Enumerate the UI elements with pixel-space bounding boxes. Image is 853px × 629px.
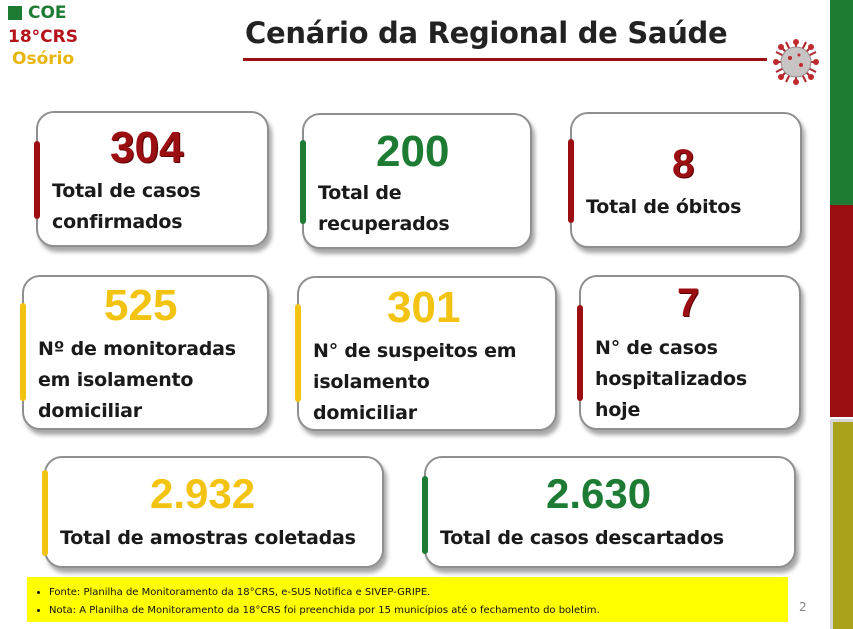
- coronavirus-icon: [773, 39, 819, 85]
- card-accent-bar: [42, 470, 48, 556]
- page-number: 2: [799, 600, 807, 614]
- suspected-value: 301: [387, 283, 461, 332]
- card-discarded-cases: 2.630 Total de casos descartados: [422, 456, 796, 568]
- logo-square-icon: [8, 6, 22, 20]
- confirmed-cases-value: 304: [110, 123, 184, 172]
- footnote-note: Nota: A Planilha de Monitoramento da 18°…: [49, 602, 788, 620]
- page-title: Cenário da Regional de Saúde: [245, 16, 728, 50]
- side-stripe-green: [830, 0, 853, 205]
- card-accent-bar: [300, 140, 306, 224]
- monitored-value: 525: [104, 281, 178, 330]
- logo-line1: COE: [28, 3, 67, 23]
- card-accent-bar: [34, 141, 40, 219]
- side-stripe-red: [830, 205, 853, 417]
- logo-line2: 18°CRS: [8, 27, 78, 47]
- suspected-label: N° de suspeitos em isolamento domiciliar: [313, 340, 517, 424]
- samples-value: 2.932: [150, 470, 256, 517]
- card-accent-bar: [20, 303, 26, 401]
- card-monitored-isolation: 525 Nº de monitoradas em isolamento domici…: [20, 275, 269, 430]
- recovered-value: 200: [376, 127, 450, 176]
- discarded-label: Total de casos descartados: [440, 527, 724, 549]
- footnotes-box: Fonte: Planilha de Monitoramento da 18°C…: [27, 577, 788, 622]
- card-confirmed-cases: 304 Total de casos confirmados: [34, 111, 269, 247]
- card-accent-bar: [422, 476, 428, 554]
- recovered-label: Total de recuperados: [318, 182, 450, 235]
- logo-line3: Osório: [12, 49, 75, 69]
- samples-label: Total de amostras coletadas: [60, 527, 356, 549]
- hospitalized-label: N° de casos hospitalizados hoje: [595, 337, 747, 421]
- confirmed-cases-label: Total de casos confirmados: [52, 180, 201, 233]
- card-accent-bar: [577, 305, 583, 401]
- card-accent-bar: [295, 304, 301, 402]
- card-deaths: 8 Total de óbitos: [568, 112, 802, 248]
- card-hospitalized: 7 N° de casos hospitalizados hoje: [577, 275, 801, 430]
- title-underline: [243, 58, 767, 61]
- footnote-source: Fonte: Planilha de Monitoramento da 18°C…: [49, 584, 788, 602]
- card-suspected-isolation: 301 N° de suspeitos em isolamento domicili…: [295, 276, 557, 431]
- card-accent-bar: [568, 139, 574, 223]
- card-samples-collected: 2.932 Total de amostras coletadas: [42, 456, 384, 568]
- discarded-value: 2.630: [546, 470, 652, 517]
- side-stripe-yellow: [830, 419, 853, 629]
- deaths-value: 8: [672, 142, 695, 186]
- coe-logo: COE 18°CRS Osório: [8, 2, 78, 70]
- monitored-label: Nº de monitoradas em isolamento domiciliar: [38, 338, 236, 422]
- deaths-label: Total de óbitos: [586, 196, 742, 218]
- hospitalized-value: 7: [677, 281, 700, 325]
- card-recovered: 200 Total de recuperados: [300, 113, 532, 249]
